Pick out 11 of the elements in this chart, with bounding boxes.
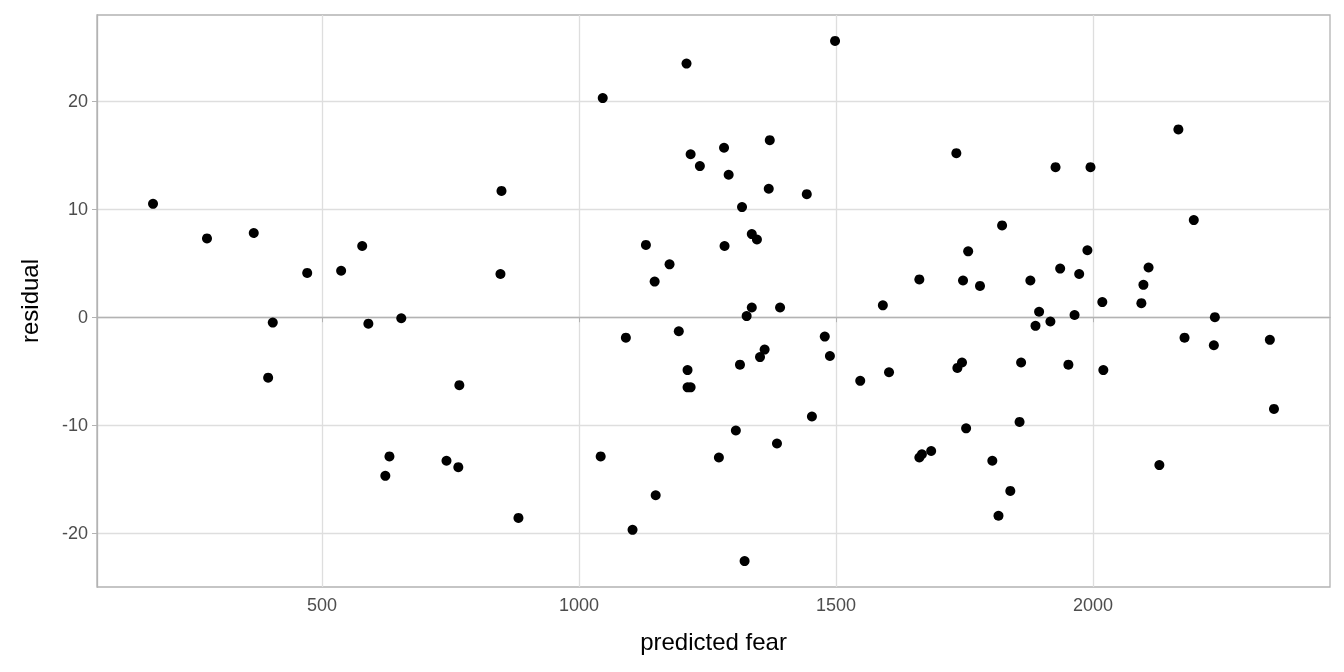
x-tick-label: 1500 [816,595,857,615]
x-tick-label: 500 [307,595,338,615]
y-tick-label: -10 [61,415,88,436]
y-tick-label: 20 [67,91,88,112]
y-axis-title: residual [15,258,43,344]
x-tick-label: 1000 [559,595,600,615]
y-tick-label: 10 [67,199,88,220]
x-tick-label: 2000 [1073,595,1114,615]
x-axis-title: predicted fear [640,627,787,655]
y-tick-label: -20 [61,523,88,544]
y-tick-label: 0 [77,307,88,328]
